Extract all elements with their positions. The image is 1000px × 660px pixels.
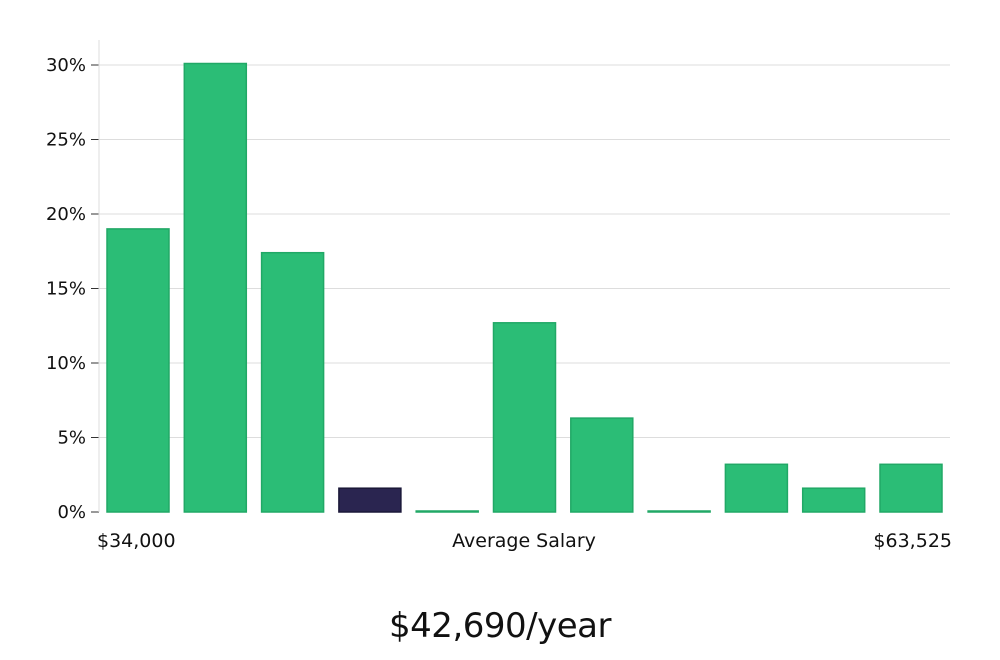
x-axis-label: Average Salary [452,530,596,552]
bar [415,510,479,513]
bar [570,417,634,513]
average-salary-value: $42,690/year [389,606,611,646]
bar [879,463,943,513]
bar [801,487,866,513]
y-tick-label: 10% [46,353,86,374]
y-axis-ticks: 0% 5% 10% 15% 20% 25% 30% [46,55,99,523]
x-max-label: $63,525 [873,530,952,552]
bar [183,62,248,513]
y-tick-label: 5% [57,428,86,449]
y-tick-label: 0% [57,502,86,523]
bar [647,510,711,513]
salary-distribution-chart: 0% 5% 10% 15% 20% 25% 30% $34,000 Average Sala… [46,40,952,552]
bar [492,322,557,513]
y-tick-label: 20% [46,204,86,225]
bar [260,251,325,513]
bar-highlighted [338,487,402,513]
bar [106,228,170,513]
x-min-label: $34,000 [97,530,176,552]
y-tick-label: 30% [46,55,86,76]
y-tick-label: 15% [46,279,86,300]
bar [724,463,789,513]
y-tick-label: 25% [46,130,86,151]
bars [106,62,943,513]
